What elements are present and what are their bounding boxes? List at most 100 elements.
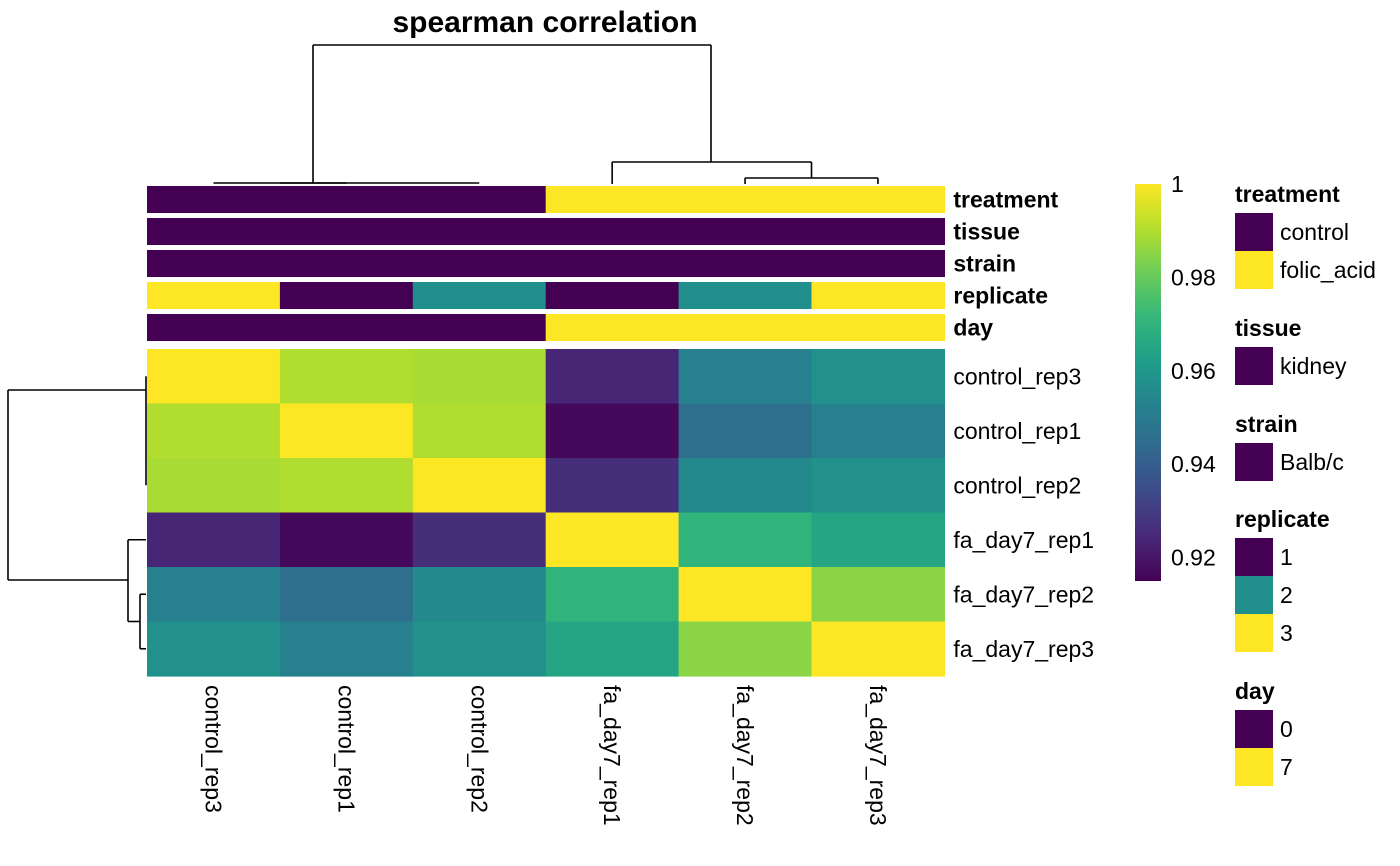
heatmap-cell xyxy=(279,512,414,568)
annotation-cell-treatment xyxy=(279,186,414,213)
annotation-cell-replicate xyxy=(279,282,414,309)
column-labels: control_rep3 control_rep1 control_rep2 fa_d… xyxy=(200,685,891,826)
heatmap-cell xyxy=(811,458,945,514)
legend-swatch xyxy=(1235,576,1273,614)
annotation-label-strain: strain xyxy=(953,251,1016,277)
heatmap-cell xyxy=(678,458,813,514)
annotation-cell-tissue xyxy=(147,218,281,245)
annotation-cell-tissue xyxy=(545,218,680,245)
legend-swatch xyxy=(1235,614,1273,652)
legend-title-treatment: treatment xyxy=(1235,181,1340,207)
annotation-cell-day xyxy=(147,314,281,341)
annotation-label-replicate: replicate xyxy=(953,283,1048,309)
annotation-cell-strain xyxy=(279,250,414,277)
legend-swatch xyxy=(1235,710,1273,748)
heatmap-cell xyxy=(147,349,281,405)
heatmap-cell xyxy=(147,567,281,623)
heatmap-cell xyxy=(545,621,680,677)
row-label: fa_day7_rep2 xyxy=(953,581,1094,607)
heatmap-cell xyxy=(147,458,281,514)
annotation-cell-replicate xyxy=(147,282,281,309)
legend-swatch xyxy=(1235,213,1273,251)
legend-entry-label: kidney xyxy=(1280,353,1347,379)
heatmap-cell xyxy=(279,621,414,677)
annotation-cell-treatment xyxy=(545,186,680,213)
legend-title-day: day xyxy=(1235,678,1275,704)
annotation-cell-treatment xyxy=(412,186,547,213)
row-label: control_rep2 xyxy=(953,472,1081,498)
colorbar-tick-label: 0.96 xyxy=(1171,358,1216,384)
colorbar-gradient xyxy=(1135,184,1161,581)
annotation-cell-day xyxy=(279,314,414,341)
heatmap-cell xyxy=(147,403,281,459)
heatmap-cell xyxy=(678,403,813,459)
legend-swatch xyxy=(1235,538,1273,576)
legend-swatch xyxy=(1235,347,1273,385)
column-dendrogram xyxy=(213,44,879,184)
heatmap-cell xyxy=(279,403,414,459)
heatmap-cell xyxy=(811,349,945,405)
heatmap-cell xyxy=(545,512,680,568)
heatmap-cell xyxy=(678,621,813,677)
colorbar-tick-label: 0.98 xyxy=(1171,264,1216,290)
annotation-cell-tissue xyxy=(279,218,414,245)
heatmap-cell xyxy=(279,458,414,514)
legend-entry-label: 7 xyxy=(1280,754,1293,780)
heatmap-cell xyxy=(678,349,813,405)
heatmap-cell xyxy=(412,458,547,514)
annotation-cell-strain xyxy=(545,250,680,277)
heatmap-cell xyxy=(545,567,680,623)
heatmap-cell xyxy=(545,349,680,405)
legend-title-strain: strain xyxy=(1235,411,1298,437)
column-label: control_rep3 xyxy=(200,685,226,813)
colorbar: 1 0.98 0.96 0.94 0.92 xyxy=(1135,171,1216,581)
legend-entry-label: control xyxy=(1280,219,1349,245)
annotation-cell-treatment xyxy=(811,186,945,213)
row-label: control_rep3 xyxy=(953,363,1081,389)
row-label: fa_day7_rep1 xyxy=(953,527,1094,553)
row-dendrogram xyxy=(7,376,147,650)
heatmap-cell xyxy=(412,512,547,568)
heatmap-cell xyxy=(279,349,414,405)
row-labels: control_rep3 control_rep1 control_rep2 fa_d… xyxy=(953,363,1094,662)
annotation-label-day: day xyxy=(953,315,993,341)
column-label: fa_day7_rep3 xyxy=(865,685,891,826)
heatmap-cell xyxy=(412,349,547,405)
heatmap-cell xyxy=(811,621,945,677)
legend-swatch xyxy=(1235,251,1273,289)
heatmap-cell xyxy=(678,512,813,568)
heatmap-cell xyxy=(811,403,945,459)
colorbar-tick-label: 1 xyxy=(1171,171,1184,197)
heatmap-cell xyxy=(678,567,813,623)
column-label: fa_day7_rep1 xyxy=(599,685,625,826)
annotation-cell-replicate xyxy=(678,282,813,309)
annotation-cell-day xyxy=(678,314,813,341)
legend-swatch xyxy=(1235,748,1273,786)
heatmap-cell xyxy=(811,512,945,568)
legend-entry-label: Balb/c xyxy=(1280,449,1344,475)
heatmap-cell xyxy=(811,567,945,623)
annotation-label-tissue: tissue xyxy=(953,219,1019,245)
row-label: control_rep1 xyxy=(953,418,1081,444)
annotation-cell-tissue xyxy=(678,218,813,245)
column-label: control_rep2 xyxy=(466,685,492,813)
heatmap-cells xyxy=(147,349,945,677)
heatmap-cell xyxy=(279,567,414,623)
annotation-cell-treatment xyxy=(147,186,281,213)
column-label: control_rep1 xyxy=(333,685,359,813)
annotation-cell-day xyxy=(412,314,547,341)
legend-entry-label: 3 xyxy=(1280,620,1293,646)
annotation-label-treatment: treatment xyxy=(953,187,1058,213)
annotation-cell-replicate xyxy=(545,282,680,309)
heatmap-cell xyxy=(147,621,281,677)
annotation-cell-replicate xyxy=(811,282,945,309)
legend-swatch xyxy=(1235,443,1273,481)
colorbar-tick-label: 0.94 xyxy=(1171,451,1216,477)
column-label: fa_day7_rep2 xyxy=(732,685,758,826)
legend-entry-label: 1 xyxy=(1280,544,1293,570)
legend-entry-label: folic_acid xyxy=(1280,257,1376,283)
annotation-cell-tissue xyxy=(811,218,945,245)
annotation-cell-strain xyxy=(412,250,547,277)
